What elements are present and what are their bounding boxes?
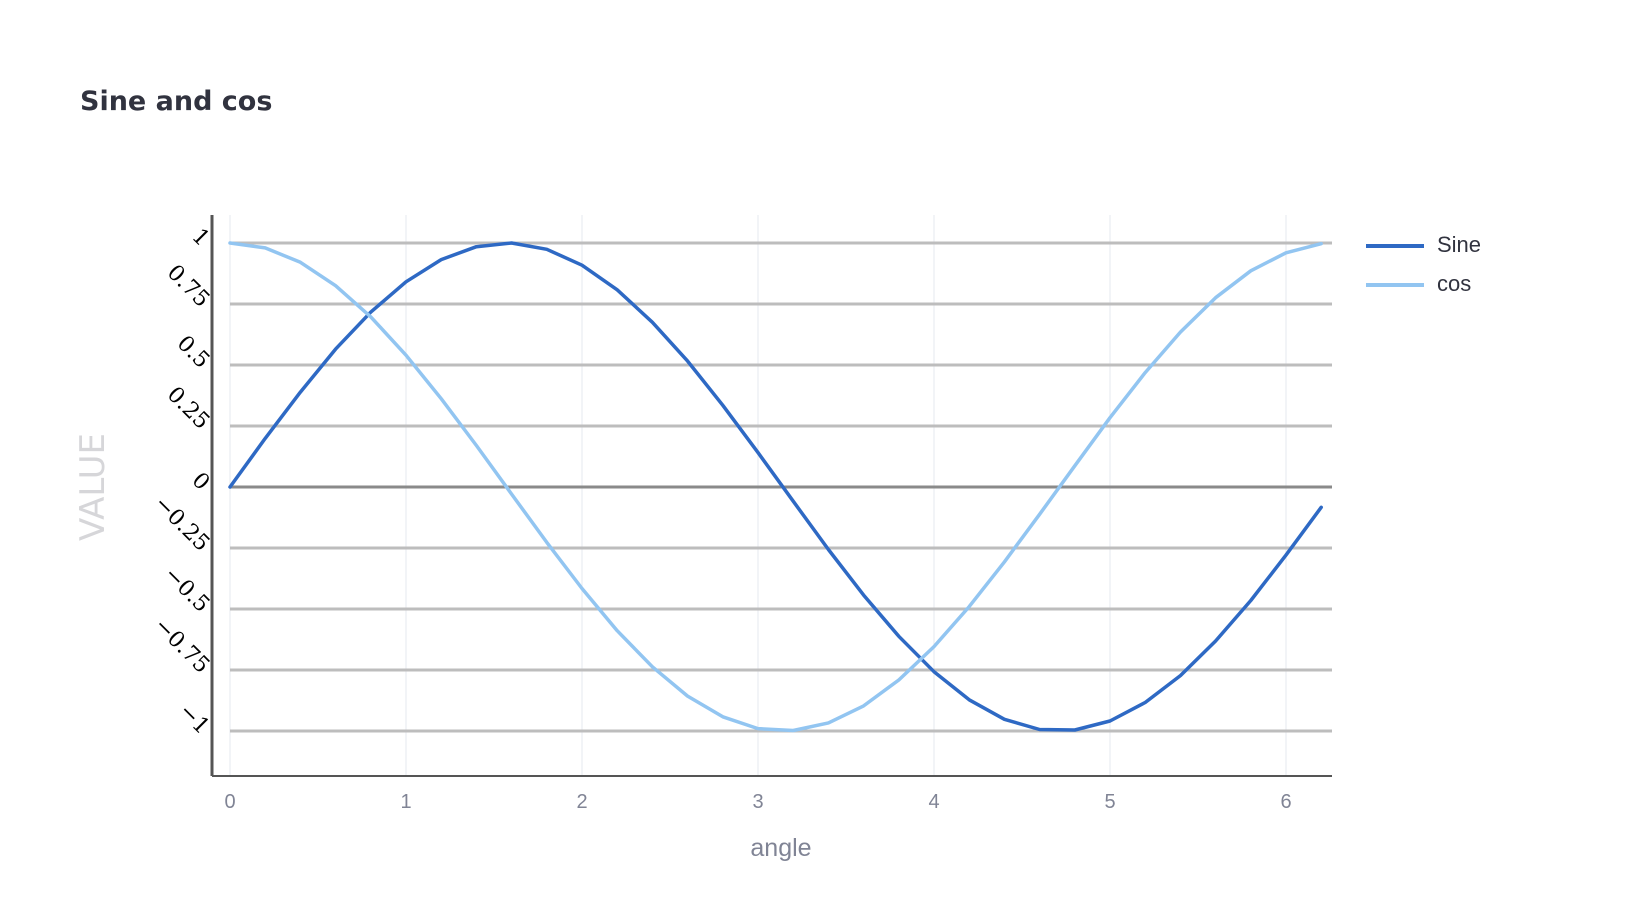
series-line-cos[interactable] xyxy=(228,241,1323,733)
x-axis-label: angle xyxy=(750,834,811,862)
y-axis-ticks: 1 0.75 0.5 0.25 0−0.25 −0.5−0.75 −1 xyxy=(149,224,214,740)
x-tick-label: 1 xyxy=(400,791,411,813)
horizontal-gridlines xyxy=(230,241,1332,733)
x-tick-label: 4 xyxy=(928,791,939,813)
y-tick-label: −0.5 xyxy=(159,562,214,617)
series-lines xyxy=(228,241,1323,733)
vertical-gridlines xyxy=(229,215,1287,776)
legend[interactable]: Sine cos xyxy=(1366,232,1481,296)
y-tick-label: −1 xyxy=(174,699,215,740)
y-tick-label: 1 xyxy=(187,224,215,252)
y-tick-label: 0 xyxy=(187,468,215,496)
series-line-sine[interactable] xyxy=(228,241,1323,732)
legend-label: cos xyxy=(1437,271,1471,296)
x-tick-label: 3 xyxy=(752,791,763,813)
x-tick-label: 0 xyxy=(224,791,235,813)
chart-title: Sine and cos xyxy=(80,86,273,117)
x-tick-label: 6 xyxy=(1280,791,1291,813)
x-tick-label: 5 xyxy=(1104,791,1115,813)
x-tick-label: 2 xyxy=(576,791,587,813)
y-tick-label: −0.75 xyxy=(149,613,214,678)
x-axis-ticks: 0 1 2 3 4 5 6 xyxy=(224,791,1291,813)
legend-item-cos[interactable]: cos xyxy=(1366,271,1471,296)
y-axis-label: VALUE xyxy=(73,433,113,541)
y-tick-label: −0.25 xyxy=(149,491,214,556)
y-tick-label: 0.25 xyxy=(162,382,214,434)
y-tick-label: 0.5 xyxy=(172,331,214,373)
y-tick-label: 0.75 xyxy=(162,260,214,312)
legend-label: Sine xyxy=(1437,232,1481,257)
legend-item-sine[interactable]: Sine xyxy=(1366,232,1481,257)
